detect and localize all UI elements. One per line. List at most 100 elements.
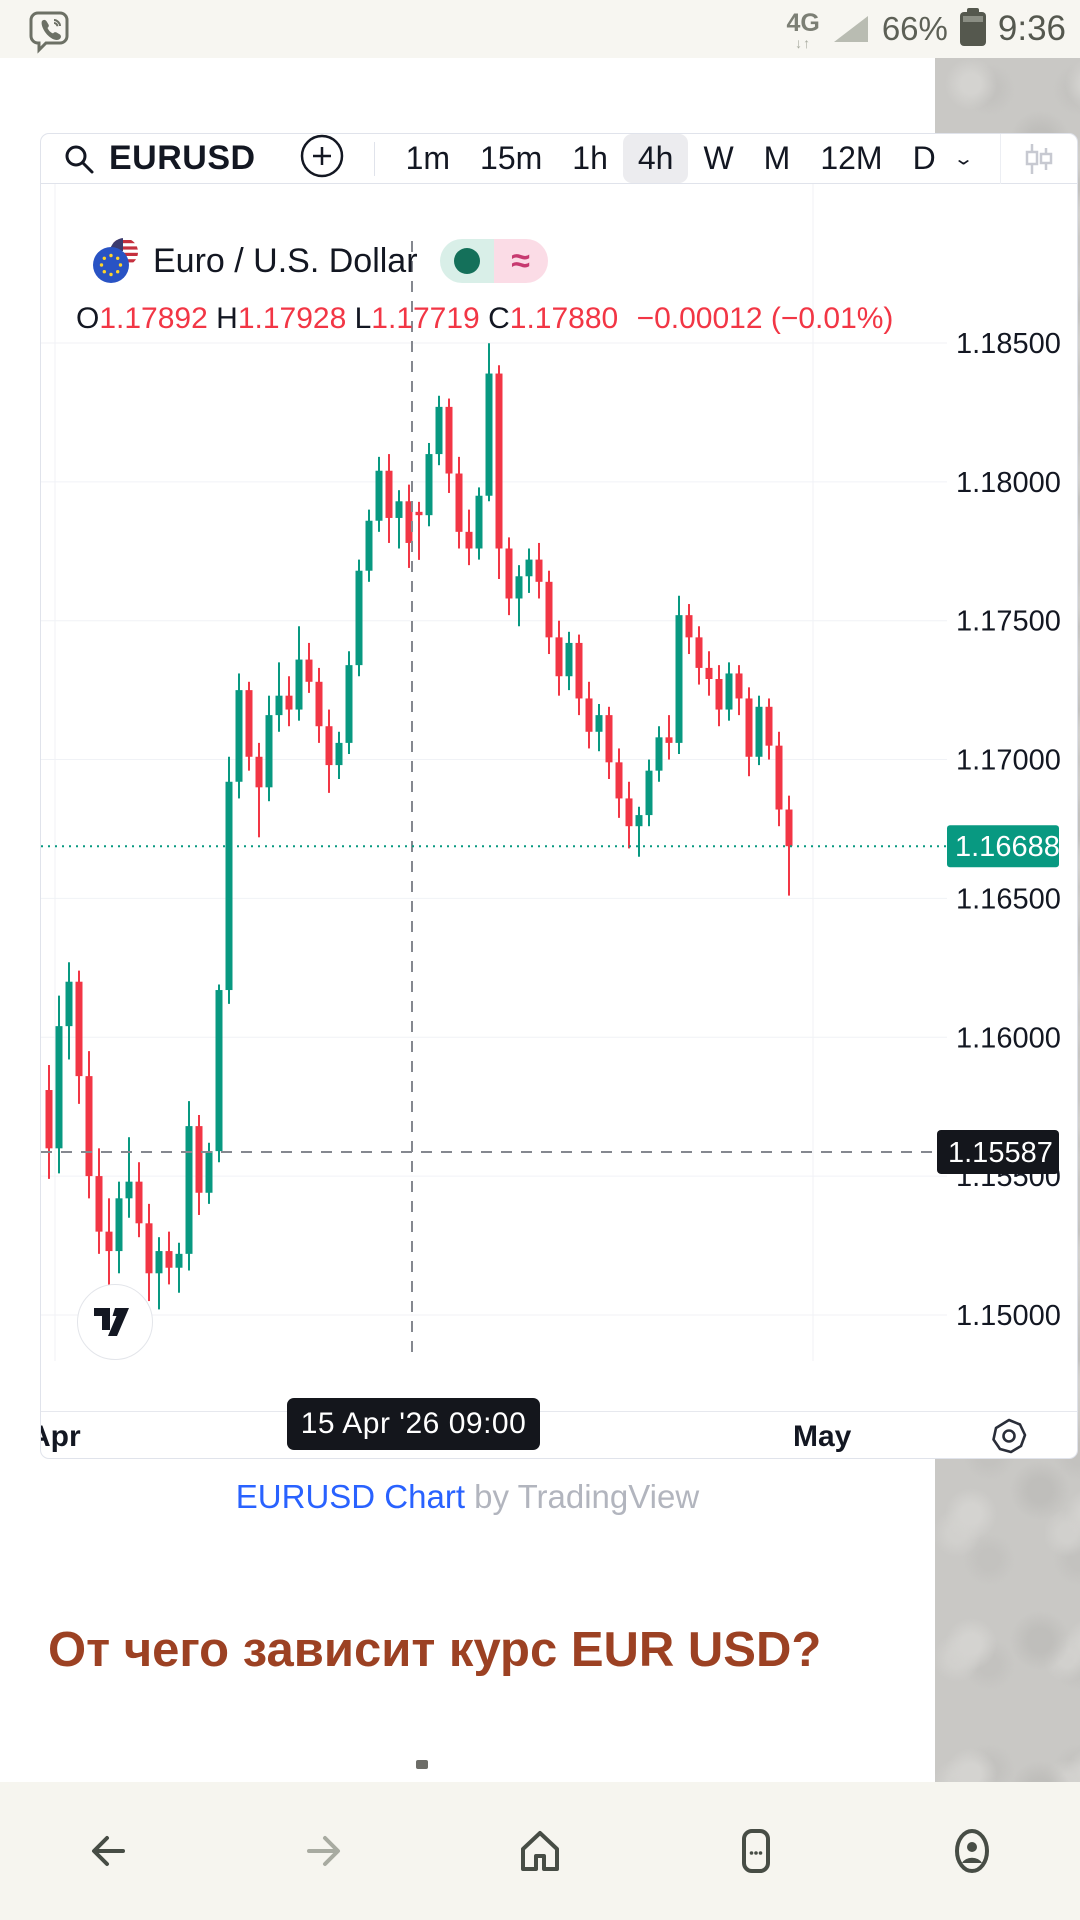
candle[interactable] — [775, 731, 783, 827]
compare-add-button[interactable] — [300, 134, 344, 183]
candle[interactable] — [525, 548, 533, 593]
timeframe-m[interactable]: M — [763, 140, 791, 176]
timeframe-12m[interactable]: 12M — [820, 140, 883, 176]
candle[interactable] — [575, 634, 583, 716]
candle[interactable] — [335, 731, 343, 779]
candle[interactable] — [375, 456, 383, 532]
candle[interactable] — [125, 1137, 133, 1218]
candle[interactable] — [235, 673, 243, 799]
candle[interactable] — [255, 742, 263, 838]
candle[interactable] — [245, 681, 253, 771]
candle[interactable] — [605, 706, 613, 779]
candle[interactable] — [675, 595, 683, 754]
candle[interactable] — [715, 665, 723, 727]
candle[interactable] — [665, 715, 673, 760]
home-button[interactable] — [510, 1821, 570, 1881]
candle[interactable] — [535, 542, 543, 599]
candle[interactable] — [65, 962, 73, 1060]
tradingview-logo[interactable] — [77, 1284, 153, 1360]
candle[interactable] — [645, 759, 653, 827]
candle[interactable] — [195, 1115, 203, 1215]
candle[interactable] — [395, 490, 403, 549]
candle[interactable] — [745, 687, 753, 777]
candle[interactable] — [365, 509, 373, 582]
candle[interactable] — [615, 748, 623, 818]
candlestick-chart[interactable]: 1.18500 1.18000 1.17500 1.17000 1.16500 1.160… — [41, 184, 1078, 1361]
candle[interactable] — [385, 454, 393, 543]
candle[interactable] — [545, 570, 553, 655]
candle[interactable] — [175, 1242, 183, 1293]
candle[interactable] — [555, 620, 563, 696]
candle-body — [735, 673, 743, 699]
candle[interactable] — [495, 365, 503, 580]
timeframe-w[interactable]: W — [703, 140, 734, 176]
symbol-title[interactable]: Euro / U.S. Dollar — [153, 241, 418, 280]
candle[interactable] — [355, 559, 363, 677]
candle[interactable] — [405, 484, 413, 568]
chevron-down-icon[interactable]: ⌄ — [952, 147, 975, 169]
candle[interactable] — [155, 1237, 163, 1310]
candle[interactable] — [705, 651, 713, 696]
candle[interactable] — [465, 509, 473, 566]
candle[interactable] — [135, 1162, 143, 1238]
candle[interactable] — [655, 726, 663, 782]
symbol-search-button[interactable]: EURUSD — [63, 139, 256, 178]
candle[interactable] — [275, 662, 283, 732]
candle[interactable] — [75, 970, 83, 1104]
timeframe-1m[interactable]: 1m — [405, 140, 451, 176]
candle[interactable] — [755, 695, 763, 766]
time-axis[interactable]: Apr May 15 Apr '26 09:00 — [41, 1398, 1077, 1458]
eurusd-chart-link[interactable]: EURUSD Chart — [235, 1478, 465, 1515]
profile-button[interactable] — [942, 1821, 1002, 1881]
candle[interactable] — [685, 604, 693, 655]
timeframe-4h-active[interactable]: 4h — [622, 134, 689, 183]
candle[interactable] — [435, 395, 443, 466]
timeframe-1h[interactable]: 1h — [572, 140, 608, 176]
candle[interactable] — [635, 806, 643, 857]
chart-settings-button[interactable] — [989, 1416, 1029, 1458]
candle[interactable] — [295, 626, 303, 721]
candle[interactable] — [325, 709, 333, 793]
candle[interactable] — [415, 501, 423, 560]
candle[interactable] — [785, 795, 793, 896]
candle[interactable] — [205, 1142, 213, 1204]
tabs-button[interactable] — [726, 1821, 786, 1881]
candle[interactable] — [425, 442, 433, 527]
candle[interactable] — [515, 565, 523, 627]
candle[interactable] — [115, 1181, 123, 1274]
candle[interactable] — [55, 995, 63, 1174]
candle[interactable] — [735, 665, 743, 716]
candle[interactable] — [285, 676, 293, 727]
candle[interactable] — [695, 626, 703, 685]
candle[interactable] — [145, 1203, 153, 1302]
back-button[interactable] — [78, 1821, 138, 1881]
candle[interactable] — [315, 667, 323, 743]
market-status-toggle[interactable]: ≈ — [439, 239, 548, 283]
candle[interactable] — [305, 642, 313, 693]
candle[interactable] — [45, 1065, 53, 1179]
timeframe-d[interactable]: D — [912, 140, 936, 176]
candle[interactable] — [485, 343, 493, 502]
candle[interactable] — [585, 681, 593, 749]
chart-style-button[interactable] — [1001, 142, 1077, 176]
candle[interactable] — [565, 631, 573, 691]
candle[interactable] — [455, 456, 463, 549]
candle[interactable] — [165, 1231, 173, 1285]
candle[interactable] — [445, 398, 453, 493]
forward-button[interactable] — [294, 1821, 354, 1881]
candle[interactable] — [265, 695, 273, 802]
timeframe-15m[interactable]: 15m — [480, 140, 543, 176]
candle[interactable] — [625, 781, 633, 849]
candle[interactable] — [725, 662, 733, 721]
candle[interactable] — [595, 704, 603, 752]
candle[interactable] — [765, 698, 773, 760]
candle[interactable] — [105, 1198, 113, 1299]
candle[interactable] — [475, 487, 483, 560]
candle[interactable] — [85, 1051, 93, 1199]
candle[interactable] — [345, 651, 353, 754]
candle[interactable] — [215, 984, 223, 1163]
candle[interactable] — [505, 537, 513, 616]
candle[interactable] — [225, 756, 233, 1004]
candle[interactable] — [95, 1148, 103, 1254]
candle[interactable] — [185, 1101, 193, 1271]
